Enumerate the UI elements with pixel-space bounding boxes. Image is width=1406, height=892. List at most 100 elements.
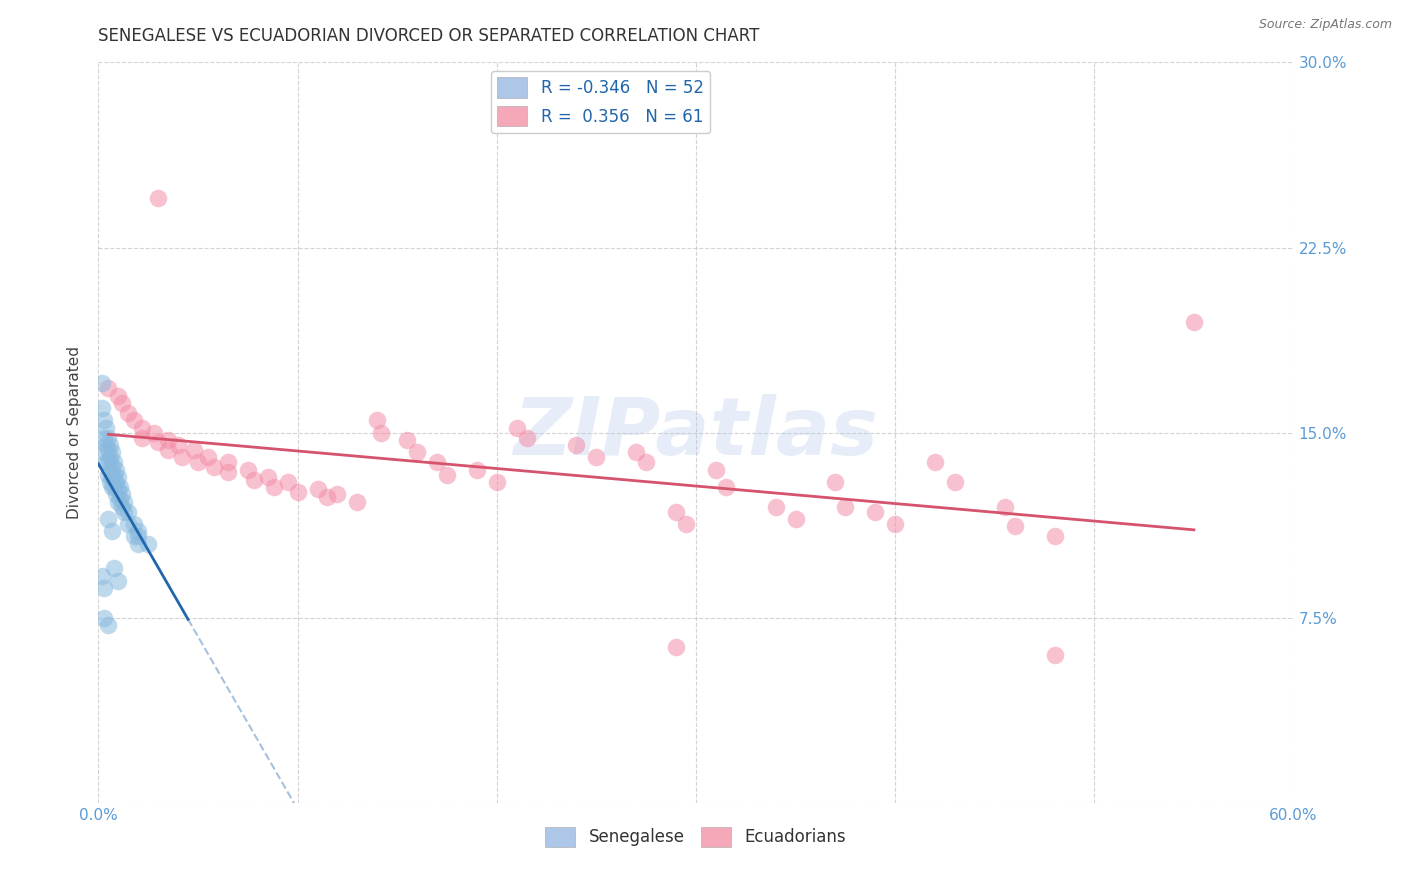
Point <box>93 431 115 445</box>
Point <box>117 406 139 420</box>
Point <box>105 475 128 489</box>
Point <box>565 438 588 452</box>
Point <box>924 455 946 469</box>
Point <box>370 425 392 440</box>
Point <box>91 568 114 582</box>
Point <box>97 467 120 482</box>
Point <box>243 473 266 487</box>
Point <box>103 561 125 575</box>
Point <box>316 490 339 504</box>
Point <box>436 467 458 482</box>
Point <box>785 512 807 526</box>
Point <box>131 420 153 434</box>
Point <box>124 413 146 427</box>
Point <box>143 425 166 440</box>
Point <box>485 475 508 489</box>
Point <box>277 475 299 489</box>
Point <box>307 483 329 497</box>
Point <box>117 505 139 519</box>
Point <box>111 396 134 410</box>
Point <box>93 445 115 459</box>
Point <box>96 438 118 452</box>
Point <box>97 381 120 395</box>
Point <box>101 524 124 539</box>
Point <box>124 529 146 543</box>
Point <box>97 442 120 457</box>
Point <box>107 494 129 508</box>
Point <box>585 450 607 465</box>
Point <box>97 431 120 445</box>
Point <box>157 442 180 457</box>
Point <box>93 581 115 595</box>
Point <box>197 450 219 465</box>
Point <box>1043 648 1066 662</box>
Point <box>98 475 122 489</box>
Point <box>136 536 159 550</box>
Point <box>105 462 128 476</box>
Point <box>236 462 259 476</box>
Point <box>97 618 120 632</box>
Point <box>96 455 118 469</box>
Point <box>665 640 688 655</box>
Point <box>1043 529 1066 543</box>
Point <box>366 413 388 427</box>
Point <box>217 465 239 479</box>
Point <box>865 505 887 519</box>
Point <box>97 512 120 526</box>
Point <box>346 494 368 508</box>
Point <box>884 516 907 531</box>
Point <box>110 480 132 494</box>
Point <box>1182 314 1205 328</box>
Point <box>91 376 114 391</box>
Point <box>117 516 139 531</box>
Point <box>406 445 429 459</box>
Point <box>1004 519 1026 533</box>
Point <box>98 450 122 465</box>
Point <box>107 470 129 484</box>
Point <box>714 480 737 494</box>
Point <box>93 413 115 427</box>
Point <box>127 524 149 539</box>
Point <box>665 505 688 519</box>
Point <box>636 455 658 469</box>
Point <box>824 475 846 489</box>
Point <box>105 487 128 501</box>
Point <box>103 455 125 469</box>
Point <box>97 455 120 469</box>
Point <box>506 420 529 434</box>
Point <box>157 433 180 447</box>
Point <box>834 500 856 514</box>
Text: SENEGALESE VS ECUADORIAN DIVORCED OR SEPARATED CORRELATION CHART: SENEGALESE VS ECUADORIAN DIVORCED OR SEP… <box>98 27 759 45</box>
Point <box>516 431 538 445</box>
Point <box>326 487 349 501</box>
Point <box>127 529 149 543</box>
Point <box>101 480 124 494</box>
Text: ZIPatlas: ZIPatlas <box>513 393 879 472</box>
Point <box>943 475 966 489</box>
Point <box>98 462 122 476</box>
Legend: Senegalese, Ecuadorians: Senegalese, Ecuadorians <box>538 820 853 854</box>
Point <box>217 455 239 469</box>
Point <box>111 487 134 501</box>
Point <box>111 500 134 514</box>
Point <box>765 500 787 514</box>
Point <box>148 191 170 205</box>
Point <box>172 450 194 465</box>
Point <box>263 480 285 494</box>
Point <box>103 480 125 494</box>
Text: Source: ZipAtlas.com: Source: ZipAtlas.com <box>1258 18 1392 31</box>
Point <box>287 484 309 499</box>
Point <box>127 536 149 550</box>
Point <box>202 460 225 475</box>
Point <box>131 431 153 445</box>
Point <box>994 500 1017 514</box>
Point <box>426 455 449 469</box>
Point <box>101 445 124 459</box>
Point <box>704 462 727 476</box>
Point <box>103 467 125 482</box>
Point <box>91 401 114 415</box>
Point <box>112 505 135 519</box>
Point <box>98 438 122 452</box>
Point <box>96 420 118 434</box>
Point <box>183 442 205 457</box>
